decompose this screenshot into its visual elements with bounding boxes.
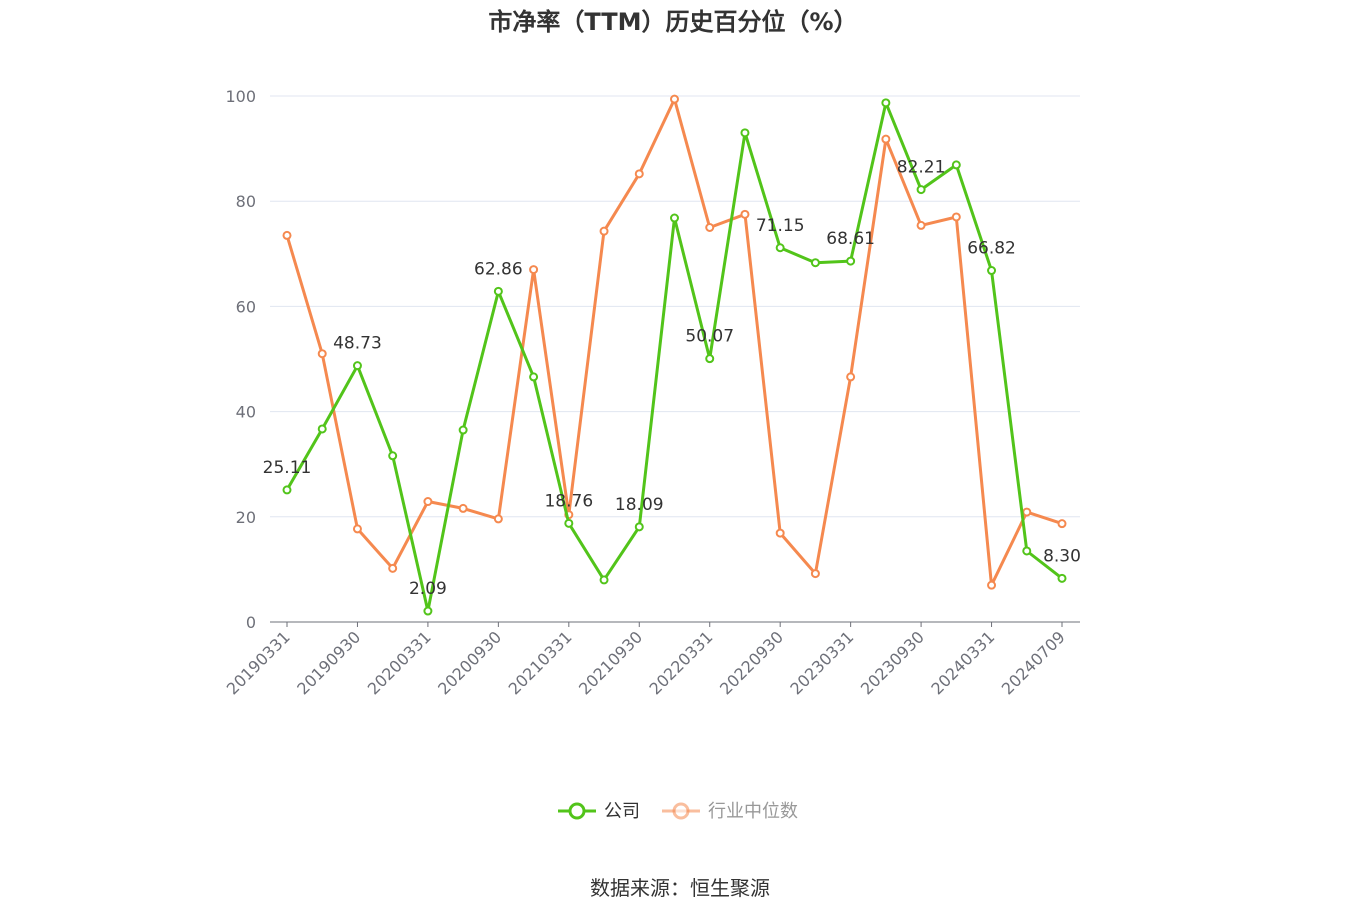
data-point[interactable] — [705, 354, 715, 364]
data-point[interactable] — [1022, 507, 1032, 517]
y-tick-label: 100 — [225, 87, 256, 106]
series-公司 — [282, 98, 1067, 616]
data-point[interactable] — [634, 169, 644, 179]
data-label: 8.30 — [1043, 546, 1081, 566]
data-point[interactable] — [951, 212, 961, 222]
data-label: 48.73 — [333, 334, 382, 354]
legend[interactable]: 公司 行业中位数 — [558, 801, 798, 822]
legend-marker-icon — [672, 802, 690, 820]
data-label: 82.21 — [897, 158, 946, 178]
data-point[interactable] — [493, 514, 503, 524]
data-label: 18.09 — [615, 495, 664, 515]
data-label: 50.07 — [685, 327, 734, 347]
y-tick-label: 0 — [246, 613, 256, 632]
data-point[interactable] — [634, 522, 644, 532]
x-tick-label: 20200331 — [364, 627, 435, 698]
x-tick-label: 20200930 — [434, 627, 505, 698]
chart-title: 市净率（TTM）历史百分位（%） — [488, 8, 857, 36]
data-point[interactable] — [846, 256, 856, 266]
data-point[interactable] — [388, 563, 398, 573]
data-label: 62.86 — [474, 259, 523, 279]
data-point[interactable] — [740, 128, 750, 138]
series-行业中位数 — [282, 94, 1067, 590]
data-label: 71.15 — [756, 216, 805, 236]
x-tick-label: 20190930 — [293, 627, 364, 698]
x-tick-label: 20220930 — [716, 627, 787, 698]
data-point[interactable] — [775, 528, 785, 538]
data-point[interactable] — [529, 265, 539, 275]
y-tick-label: 60 — [236, 297, 256, 316]
data-label: 66.82 — [967, 239, 1016, 259]
data-point[interactable] — [564, 518, 574, 528]
data-label: 68.61 — [826, 229, 875, 249]
data-point[interactable] — [423, 497, 433, 507]
data-point[interactable] — [881, 98, 891, 108]
data-point[interactable] — [493, 286, 503, 296]
data-point[interactable] — [670, 94, 679, 104]
data-point[interactable] — [775, 243, 785, 253]
x-tick-label: 20210331 — [505, 627, 576, 698]
x-tick-label: 20210930 — [575, 627, 646, 698]
data-point[interactable] — [740, 209, 750, 219]
x-tick-label: 20230331 — [786, 627, 857, 698]
legend-item[interactable]: 公司 — [558, 801, 640, 822]
x-tick-label: 20220331 — [646, 627, 717, 698]
data-point[interactable] — [458, 503, 468, 513]
data-point[interactable] — [1057, 573, 1067, 583]
x-tick-label: 20230930 — [857, 627, 928, 698]
series-layer — [282, 94, 1067, 616]
legend-label: 公司 — [604, 801, 640, 822]
data-label: 18.76 — [544, 491, 593, 511]
data-point[interactable] — [352, 524, 362, 534]
data-point[interactable] — [282, 485, 292, 495]
x-tick-label: 20190331 — [223, 627, 294, 698]
legend-item[interactable]: 行业中位数 — [662, 801, 798, 822]
x-tick-label: 20240331 — [927, 627, 998, 698]
x-axis: 20190331 20190930 20200331 20200930 20210331… — [223, 621, 1080, 698]
y-axis: 0 20 40 60 80 100 — [225, 87, 256, 632]
data-point[interactable] — [916, 185, 926, 195]
data-point[interactable] — [987, 580, 997, 590]
data-source-note: 数据来源：恒生聚源 — [590, 876, 770, 900]
data-point[interactable] — [423, 606, 433, 616]
y-tick-label: 40 — [236, 403, 256, 422]
data-point[interactable] — [352, 361, 362, 371]
legend-marker-icon — [568, 802, 586, 820]
data-point[interactable] — [1057, 519, 1067, 529]
data-point[interactable] — [810, 258, 820, 268]
data-point[interactable] — [529, 372, 539, 382]
data-point[interactable] — [599, 575, 609, 585]
data-point[interactable] — [317, 424, 327, 434]
legend-label: 行业中位数 — [708, 801, 798, 822]
data-point[interactable] — [881, 134, 891, 144]
y-tick-label: 80 — [236, 192, 256, 211]
data-point[interactable] — [317, 349, 327, 359]
data-point[interactable] — [388, 451, 398, 461]
data-label: 2.09 — [409, 579, 447, 599]
data-point[interactable] — [916, 220, 926, 230]
data-point[interactable] — [951, 160, 961, 170]
data-point[interactable] — [1022, 546, 1032, 556]
data-point[interactable] — [987, 266, 997, 276]
series-line — [285, 101, 1063, 613]
data-point[interactable] — [670, 213, 679, 223]
data-labels: 25.11 48.73 2.09 62.86 18.76 18.09 50.07 71.15 6… — [263, 158, 1081, 599]
data-point[interactable] — [846, 372, 856, 382]
data-label: 25.11 — [263, 458, 312, 478]
data-point[interactable] — [810, 569, 820, 579]
x-tick-label: 20240709 — [998, 627, 1069, 698]
data-point[interactable] — [282, 230, 292, 240]
data-point[interactable] — [458, 425, 468, 435]
data-point[interactable] — [599, 226, 609, 236]
data-point[interactable] — [705, 223, 715, 232]
y-tick-label: 20 — [236, 508, 256, 527]
